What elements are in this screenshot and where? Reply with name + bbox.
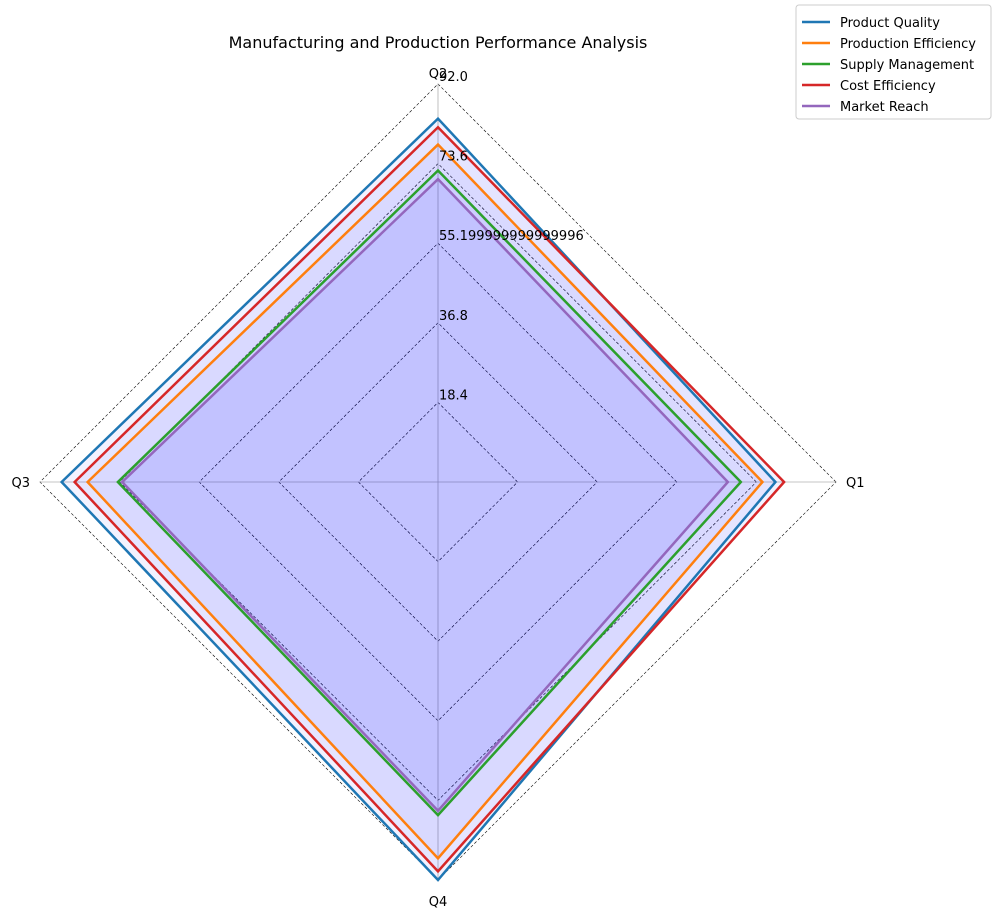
series-layer [59, 116, 786, 882]
radial-tick-label: 18.4 [439, 388, 468, 403]
radial-tick-label: 36.8 [439, 309, 468, 324]
series-fill [122, 179, 728, 811]
legend-label: Production Efficiency [840, 37, 976, 52]
chart-title: Manufacturing and Production Performance… [229, 33, 648, 52]
series-fill [87, 144, 763, 859]
series-fill [74, 127, 785, 872]
axis-label-q4: Q4 [429, 895, 448, 910]
axis-label-q1: Q1 [846, 476, 865, 491]
radial-tick-label: 55.199999999999996 [439, 229, 584, 244]
series-line [72, 125, 786, 874]
legend-label: Market Reach [840, 100, 929, 115]
tick-label-layer: 18.4 36.8 55.199999999999996 73.6 92.0 [439, 70, 584, 403]
legend-label: Supply Management [840, 58, 974, 73]
axis-label-q3: Q3 [11, 476, 30, 491]
series-line [116, 168, 743, 817]
series-line [120, 177, 730, 813]
legend: Product Quality Production Efficiency Supp… [795, 4, 992, 120]
axis-label-q2: Q2 [429, 67, 448, 82]
radial-tick-label: 92.0 [439, 70, 468, 85]
legend-items: Product Quality Production Efficiency Supp… [802, 16, 976, 115]
legend-label: Cost Efficiency [840, 79, 936, 94]
series-line [59, 116, 778, 882]
legend-label: Product Quality [840, 16, 940, 31]
axis-label-layer: Q1 Q2 Q3 Q4 [11, 67, 864, 910]
fill-layer [61, 118, 785, 881]
legend-frame [795, 4, 992, 120]
radial-tick-label: 73.6 [439, 150, 468, 165]
series-line [85, 142, 765, 861]
